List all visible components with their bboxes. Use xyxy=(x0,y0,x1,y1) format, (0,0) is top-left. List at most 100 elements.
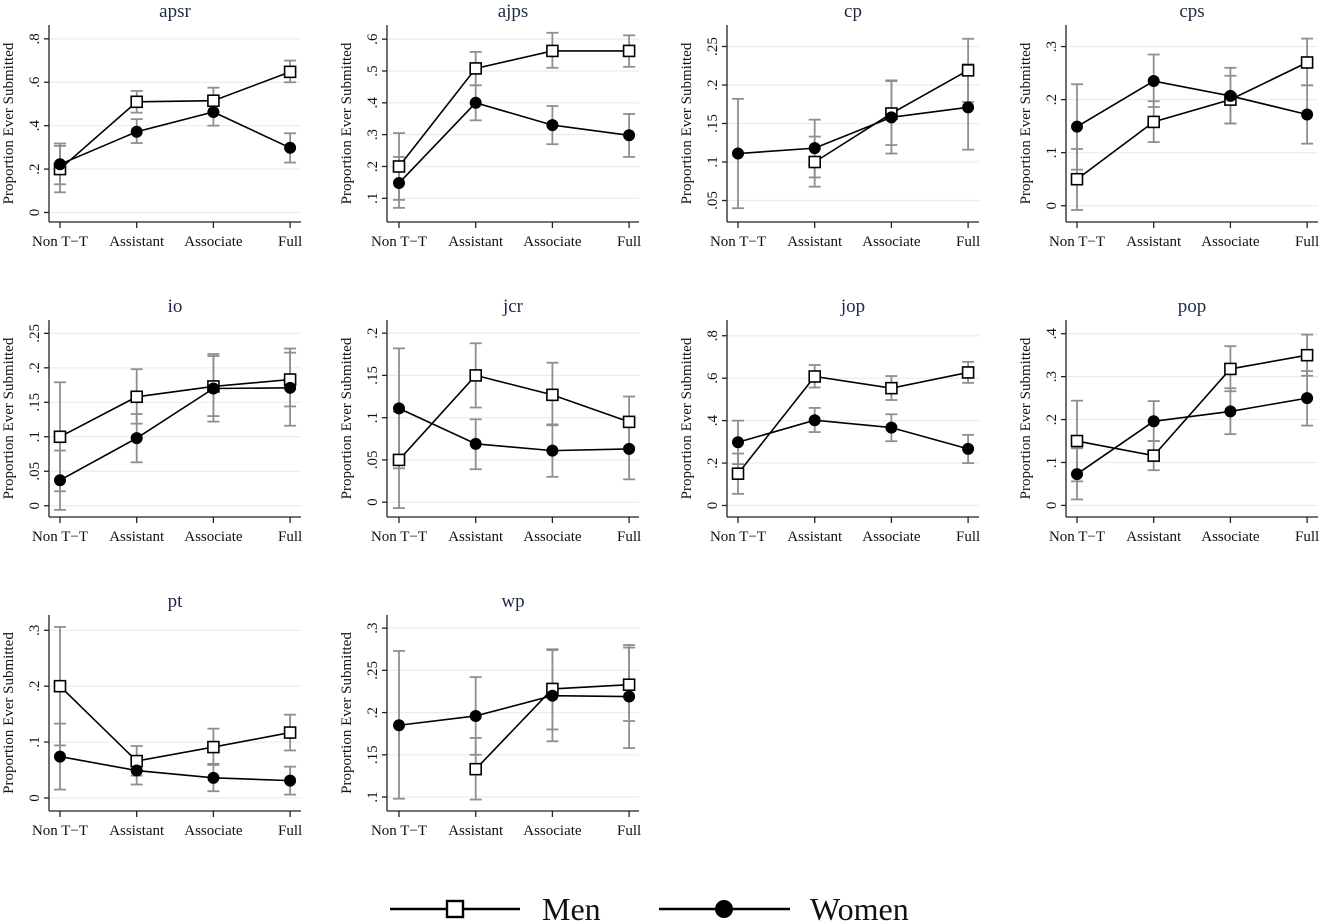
series-line-women xyxy=(1076,397,1308,475)
point-women xyxy=(623,690,636,703)
panel-title: jop xyxy=(840,296,865,317)
y-tick-label: .1 xyxy=(365,193,381,204)
y-tick-label: .15 xyxy=(27,393,43,412)
point-women xyxy=(130,432,143,445)
x-tick-label: Non T−T xyxy=(710,234,766,250)
point-women xyxy=(732,147,744,160)
x-tick-label: Assistant xyxy=(1126,529,1182,545)
x-tick-label: Assistant xyxy=(787,234,843,250)
point-men xyxy=(961,64,975,77)
panel-title: ajps xyxy=(498,1,529,22)
y-tick-label: 0 xyxy=(705,502,721,510)
y-tick-label: .1 xyxy=(27,736,43,747)
point-men xyxy=(961,366,975,379)
y-tick-label: .4 xyxy=(1044,328,1060,340)
point-women xyxy=(393,402,405,415)
x-tick-label: Non T−T xyxy=(32,234,88,250)
y-tick-label: .2 xyxy=(1044,94,1060,105)
point-women xyxy=(1071,120,1083,133)
x-tick-label: Assistant xyxy=(1126,234,1182,250)
panel-title: jcr xyxy=(502,296,524,317)
panel-cp: cp .05 .1 .15 .2 .25 Proportion Ever Submitted… xyxy=(679,1,980,250)
x-tick-label: Assistant xyxy=(787,529,843,545)
y-tick-label: .2 xyxy=(27,681,43,692)
series-line-men xyxy=(1076,61,1308,180)
point-men xyxy=(1300,56,1314,69)
x-tick-label: Non T−T xyxy=(371,823,427,839)
point-women xyxy=(546,689,559,702)
y-tick-label: .4 xyxy=(365,97,381,109)
series-line-men xyxy=(398,50,630,167)
x-tick-label: Associate xyxy=(184,234,243,250)
panel-title: cps xyxy=(1179,1,1204,22)
y-tick-label: .25 xyxy=(27,324,43,343)
y-tick-label: .2 xyxy=(27,163,43,174)
y-axis-label: Proportion Ever Submitted xyxy=(1,337,17,499)
x-tick-label: Assistant xyxy=(448,823,504,839)
y-axis-label: Proportion Ever Submitted xyxy=(679,337,695,499)
series-line-women xyxy=(59,111,291,166)
y-tick-label: 0 xyxy=(1044,502,1060,510)
point-women xyxy=(885,111,898,124)
panel-title: pop xyxy=(1178,296,1207,317)
point-women xyxy=(1224,89,1237,102)
y-tick-label: 0 xyxy=(27,209,43,217)
point-men xyxy=(53,679,67,693)
y-tick-label: .1 xyxy=(27,431,43,442)
point-men xyxy=(392,160,406,173)
point-women xyxy=(469,709,482,722)
point-men xyxy=(392,453,406,467)
point-women xyxy=(808,414,821,427)
panel-title: pt xyxy=(168,591,184,612)
panel-title: io xyxy=(168,296,183,317)
y-tick-label: .6 xyxy=(365,33,381,45)
x-tick-label: Full xyxy=(956,529,980,545)
y-tick-label: .3 xyxy=(27,625,43,636)
x-tick-label: Associate xyxy=(1201,529,1260,545)
panel-pop: pop 0 .1 .2 .3 .4 Proportion Ever Submitted Non… xyxy=(1018,296,1319,545)
legend-women-marker xyxy=(715,900,733,918)
point-women xyxy=(546,444,559,457)
x-tick-label: Non T−T xyxy=(32,823,88,839)
y-tick-label: .2 xyxy=(27,362,43,373)
x-tick-label: Full xyxy=(278,823,302,839)
y-tick-label: .3 xyxy=(365,623,381,634)
y-tick-label: .4 xyxy=(705,414,721,426)
y-tick-label: .05 xyxy=(365,451,381,470)
point-women xyxy=(1071,468,1083,481)
panel-pt: pt 0 .1 .2 .3 Proportion Ever Submitted Non T−… xyxy=(1,591,302,839)
y-tick-label: .2 xyxy=(705,79,721,90)
panel-ajps: ajps .1 .2 .3 .4 .5 .6 Proportion Ever Submitte… xyxy=(339,1,641,250)
point-women xyxy=(393,719,405,732)
point-women xyxy=(284,141,297,154)
x-tick-label: Associate xyxy=(1201,234,1260,250)
point-men xyxy=(207,94,220,108)
legend-women-label: Women xyxy=(810,891,909,924)
point-women xyxy=(1301,108,1314,121)
y-tick-label: .25 xyxy=(365,661,381,680)
x-tick-label: Associate xyxy=(862,234,921,250)
y-axis-label: Proportion Ever Submitted xyxy=(339,337,355,499)
x-tick-label: Associate xyxy=(523,529,582,545)
panel-title: wp xyxy=(501,591,524,612)
y-axis-label: Proportion Ever Submitted xyxy=(339,632,355,794)
point-men xyxy=(1300,348,1314,362)
point-women xyxy=(469,437,482,450)
point-men xyxy=(130,95,143,109)
x-tick-label: Non T−T xyxy=(710,529,766,545)
point-women xyxy=(1224,405,1237,418)
y-tick-label: .6 xyxy=(705,372,721,384)
y-tick-label: .8 xyxy=(705,330,721,341)
panels: apsr 0 .2 .4 .6 .8 Proportion Ever Submitted No… xyxy=(1,1,1319,839)
x-tick-label: Assistant xyxy=(109,234,165,250)
point-men xyxy=(1147,449,1160,462)
y-tick-label: .15 xyxy=(365,366,381,385)
y-tick-label: .3 xyxy=(1044,371,1060,382)
y-tick-label: .1 xyxy=(705,156,721,167)
y-tick-label: .8 xyxy=(27,33,43,44)
series-line-women xyxy=(59,755,291,782)
legend: Men Women xyxy=(390,891,909,924)
point-women xyxy=(130,125,143,138)
y-tick-label: 0 xyxy=(1044,202,1060,210)
